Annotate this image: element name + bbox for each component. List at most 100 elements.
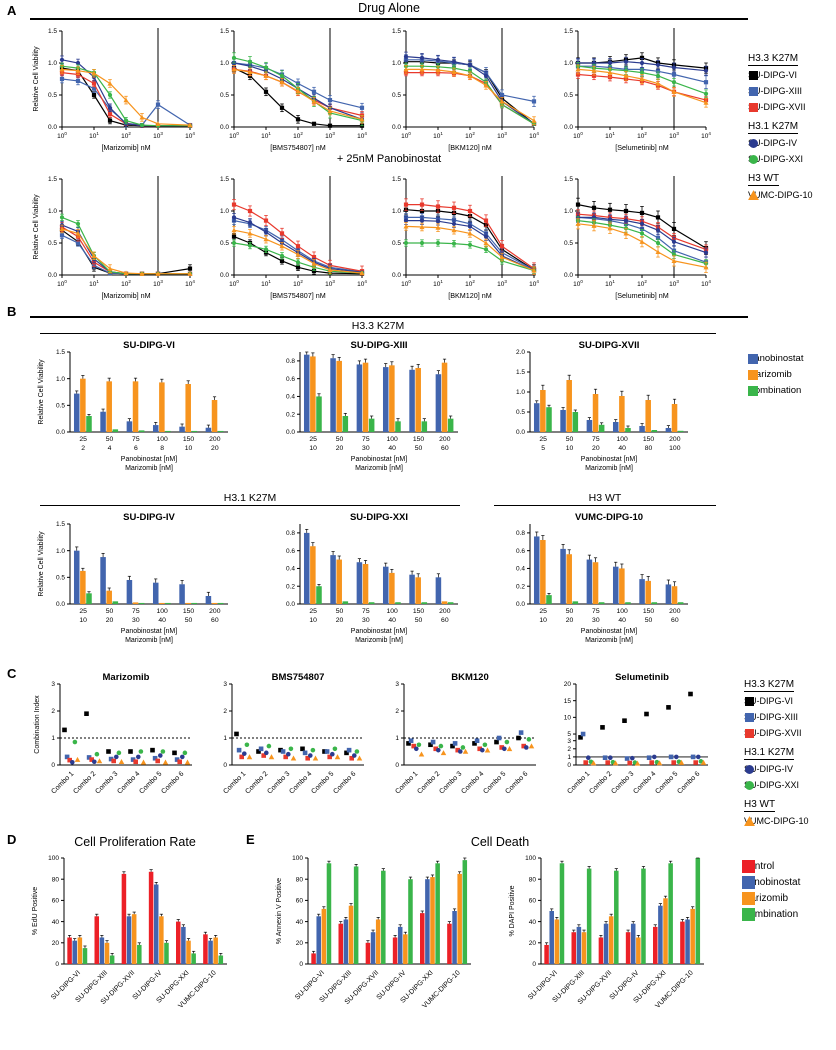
svg-text:Combo 2: Combo 2 xyxy=(72,770,97,795)
svg-text:[Selumetinib] nM: [Selumetinib] nM xyxy=(615,143,669,152)
chart-a1_sel: 0.0 0.5 1.0 1.5 100 101 102 103 104 [Selumetinib]… xyxy=(564,28,711,152)
svg-text:Panobinostat [nM]: Panobinostat [nM] xyxy=(121,456,177,463)
svg-text:0.0: 0.0 xyxy=(220,124,229,131)
svg-text:6: 6 xyxy=(134,445,138,452)
legend-item-label: SU-DIPG-VI xyxy=(748,70,798,80)
svg-text:Relative Cell Viability: Relative Cell Viability xyxy=(33,46,40,112)
svg-text:101: 101 xyxy=(261,131,271,140)
svg-text:102: 102 xyxy=(465,279,475,288)
legend-item-combination: Combination xyxy=(748,385,836,396)
svg-text:1.0: 1.0 xyxy=(48,208,57,215)
svg-text:3: 3 xyxy=(395,681,399,688)
svg-text:25: 25 xyxy=(309,436,317,443)
svg-text:0.6: 0.6 xyxy=(516,548,525,555)
legend-item-label: SU-DIPG-XXI xyxy=(744,780,800,790)
svg-text:150: 150 xyxy=(183,436,195,443)
svg-text:Marizomib [nM]: Marizomib [nM] xyxy=(355,637,403,644)
legend-item-label: SU-DIPG-VI xyxy=(744,696,794,706)
svg-text:VUMC-DIPG-10: VUMC-DIPG-10 xyxy=(575,512,643,523)
svg-text:SU-DIPG-XIII: SU-DIPG-XIII xyxy=(350,340,407,351)
svg-text:100: 100 xyxy=(156,608,168,615)
svg-text:150: 150 xyxy=(413,436,425,443)
square-marker-icon xyxy=(749,102,758,112)
legend-item-label: Panobinostat xyxy=(742,877,801,888)
svg-text:0.0: 0.0 xyxy=(392,272,401,279)
svg-text:Panobinostat [nM]: Panobinostat [nM] xyxy=(121,628,177,635)
svg-text:[BKM120] nM: [BKM120] nM xyxy=(448,143,492,152)
square-marker-icon xyxy=(745,728,754,738)
svg-text:103: 103 xyxy=(669,131,679,140)
svg-text:1.5: 1.5 xyxy=(392,176,401,183)
svg-text:0.0: 0.0 xyxy=(56,601,65,608)
chart-a1_bkm: 0.0 0.5 1.0 1.5 100 101 102 103 104 [BKM120] nM xyxy=(392,28,539,152)
svg-text:Combo 1: Combo 1 xyxy=(50,770,75,795)
svg-text:50: 50 xyxy=(415,445,423,452)
svg-text:SU-DIPG-XVII: SU-DIPG-XVII xyxy=(579,340,640,351)
svg-text:104: 104 xyxy=(357,279,367,288)
legend-item-label: Marizomib xyxy=(748,369,792,380)
square-marker-icon xyxy=(745,696,754,706)
square-marker-icon xyxy=(749,86,758,96)
svg-text:103: 103 xyxy=(497,131,507,140)
svg-text:2: 2 xyxy=(223,708,227,715)
circle-marker-icon xyxy=(749,138,758,148)
svg-text:40: 40 xyxy=(618,617,626,624)
svg-text:60: 60 xyxy=(529,898,537,905)
svg-text:0.2: 0.2 xyxy=(286,583,295,590)
svg-text:30: 30 xyxy=(592,617,600,624)
panelB-h33-header-text: H3.3 K27M xyxy=(351,320,405,332)
svg-text:102: 102 xyxy=(121,131,131,140)
svg-text:Selumetinib: Selumetinib xyxy=(615,672,669,683)
svg-text:5: 5 xyxy=(541,445,545,452)
triangle-marker-icon xyxy=(748,189,759,200)
svg-text:0.0: 0.0 xyxy=(516,429,525,436)
svg-text:104: 104 xyxy=(185,279,195,288)
svg-text:0.6: 0.6 xyxy=(286,376,295,383)
svg-text:Relative Cell Viability: Relative Cell Viability xyxy=(33,194,40,260)
svg-text:1.0: 1.0 xyxy=(564,208,573,215)
svg-text:Marizomib [nM]: Marizomib [nM] xyxy=(125,465,173,472)
svg-text:101: 101 xyxy=(605,279,615,288)
svg-text:1: 1 xyxy=(51,735,55,742)
chart-a2_mar: 0.0 0.5 1.0 1.5 100 101 102 103 104 [Marizomib] n… xyxy=(33,176,195,300)
svg-text:150: 150 xyxy=(643,436,655,443)
svg-text:40: 40 xyxy=(529,919,537,926)
svg-text:40: 40 xyxy=(296,919,304,926)
svg-text:10: 10 xyxy=(309,617,317,624)
svg-text:1: 1 xyxy=(567,754,571,761)
svg-text:0.4: 0.4 xyxy=(516,566,525,573)
legend-item-label: SU-DIPG-XIII xyxy=(744,712,799,722)
color-swatch-icon xyxy=(742,892,755,905)
legend-item-label: SU-DIPG-XVII xyxy=(744,728,802,738)
svg-text:3: 3 xyxy=(223,681,227,688)
svg-text:[Selumetinib] nM: [Selumetinib] nM xyxy=(615,291,669,300)
svg-text:20: 20 xyxy=(106,617,114,624)
svg-text:103: 103 xyxy=(325,279,335,288)
panelA-title: Drug Alone xyxy=(358,1,420,15)
svg-text:20: 20 xyxy=(566,617,574,624)
svg-text:20: 20 xyxy=(592,445,600,452)
svg-text:1.5: 1.5 xyxy=(48,28,57,35)
legend-item-label: VUMC-DIPG-10 xyxy=(748,190,813,200)
svg-text:1.0: 1.0 xyxy=(56,548,65,555)
svg-text:20: 20 xyxy=(336,445,344,452)
svg-text:Combo 5: Combo 5 xyxy=(654,770,679,795)
panel-label-c: C xyxy=(7,666,17,681)
svg-text:20: 20 xyxy=(564,681,572,688)
svg-text:Combo 4: Combo 4 xyxy=(288,770,313,795)
svg-text:0.5: 0.5 xyxy=(56,403,65,410)
svg-text:1.5: 1.5 xyxy=(220,28,229,35)
svg-text:0.5: 0.5 xyxy=(564,92,573,99)
svg-text:1: 1 xyxy=(223,735,227,742)
svg-text:100: 100 xyxy=(573,279,583,288)
legend-item-vumc-dipg-10: VUMC-DIPG-10 xyxy=(748,189,836,200)
svg-text:75: 75 xyxy=(592,608,600,615)
svg-text:Combo 4: Combo 4 xyxy=(632,770,657,795)
svg-text:0.0: 0.0 xyxy=(392,124,401,131)
chart-a1_bms: 0.0 0.5 1.0 1.5 100 101 102 103 104 [BMS754807] n… xyxy=(220,28,367,152)
svg-text:150: 150 xyxy=(643,608,655,615)
legend-group-header: H3.1 K27M xyxy=(748,121,799,134)
svg-text:1.5: 1.5 xyxy=(564,176,573,183)
